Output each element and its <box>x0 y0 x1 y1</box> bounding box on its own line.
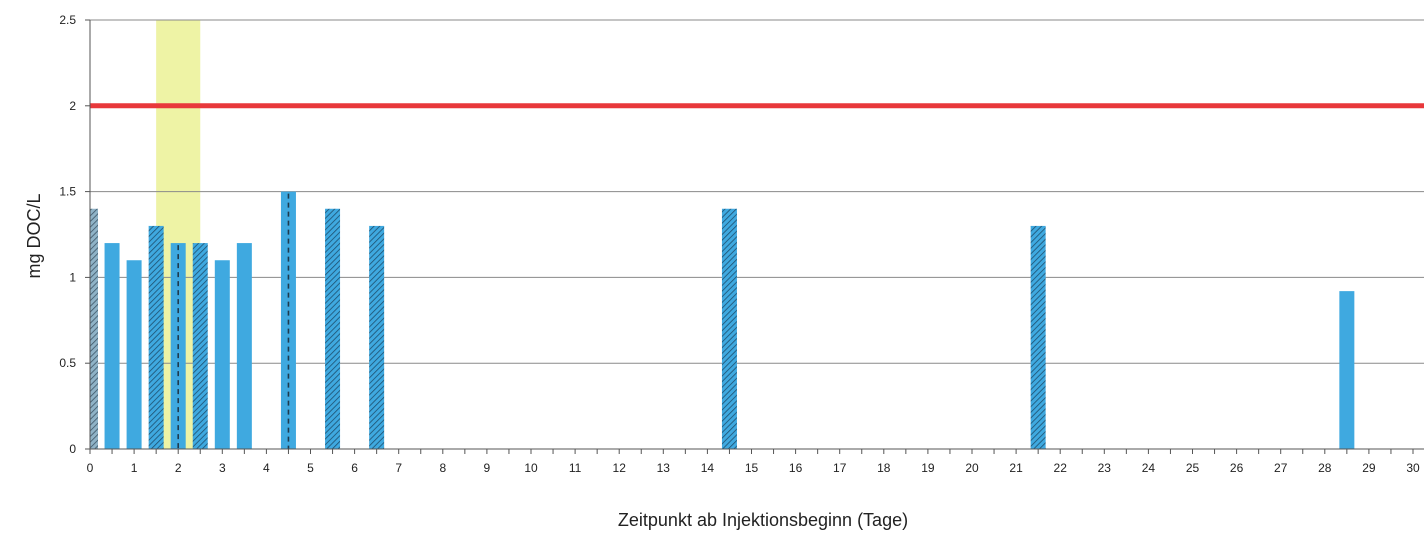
y-axis-title: mg DOC/L <box>24 193 44 278</box>
y-tick-label: 2.5 <box>59 13 76 27</box>
label-layer: 00.511.522.50 1 2 3 4 5 6 7 8 9 10 11 12 13 14 15 16 17 18… <box>59 13 1420 475</box>
x-tick-label: 4 <box>263 461 270 475</box>
x-tick-label: 11 <box>569 461 582 475</box>
x-tick-label: 8 <box>439 461 446 475</box>
x-tick-label: 23 <box>1098 461 1112 475</box>
y-tick-label: 2 <box>69 99 76 113</box>
x-tick-label: 15 <box>745 461 759 475</box>
y-tick-label: 0.5 <box>59 356 76 370</box>
x-tick-label: 24 <box>1142 461 1156 475</box>
bar-0 <box>90 208 98 449</box>
y-tick-label: 1.5 <box>59 185 76 199</box>
x-tick-label: 28 <box>1318 461 1332 475</box>
x-tick-label: 5 <box>307 461 314 475</box>
x-tick-label: 12 <box>613 461 627 475</box>
x-tick-label: 26 <box>1230 461 1244 475</box>
x-tick-label: 13 <box>657 461 671 475</box>
x-tick-label: 20 <box>965 461 979 475</box>
x-axis-title: Zeitpunkt ab Injektionsbeginn (Tage) <box>618 510 908 530</box>
x-tick-label: 10 <box>524 461 538 475</box>
x-tick-label: 18 <box>877 461 891 475</box>
x-tick-label: 0 <box>87 461 94 475</box>
bar-6 <box>214 260 230 449</box>
x-tick-label: 25 <box>1186 461 1200 475</box>
bar-layer <box>90 191 1355 449</box>
x-tick-label: 3 <box>219 461 226 475</box>
x-tick-label: 30 <box>1406 461 1420 475</box>
x-tick-label: 2 <box>175 461 182 475</box>
x-tick-label: 27 <box>1274 461 1288 475</box>
bar-12 <box>1030 225 1046 449</box>
x-tick-label: 19 <box>921 461 935 475</box>
y-tick-label: 1 <box>69 270 76 284</box>
bar-7 <box>236 243 252 449</box>
bar-13 <box>1339 291 1355 449</box>
bar-5 <box>192 243 208 449</box>
bar-11 <box>721 208 737 449</box>
bar-2 <box>126 260 142 449</box>
bar-3 <box>148 225 164 449</box>
x-tick-label: 22 <box>1054 461 1068 475</box>
axis-layer <box>85 19 1424 454</box>
x-tick-label: 6 <box>351 461 358 475</box>
bar-10 <box>369 225 385 449</box>
x-tick-label: 17 <box>833 461 847 475</box>
y-tick-label: 0 <box>69 442 76 456</box>
x-tick-label: 16 <box>789 461 803 475</box>
bar-1 <box>104 243 120 449</box>
x-tick-label: 1 <box>131 461 138 475</box>
x-tick-label: 14 <box>701 461 715 475</box>
bar-9 <box>325 208 341 449</box>
x-tick-label: 29 <box>1362 461 1376 475</box>
x-tick-label: 7 <box>395 461 402 475</box>
x-tick-label: 21 <box>1009 461 1023 475</box>
x-tick-label: 9 <box>484 461 491 475</box>
